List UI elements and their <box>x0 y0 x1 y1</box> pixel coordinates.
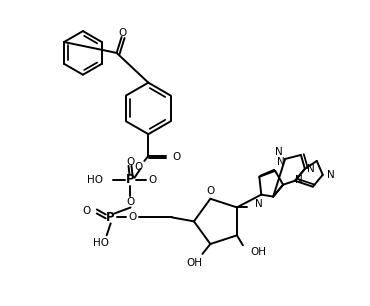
Text: O: O <box>172 152 180 162</box>
Text: P: P <box>106 211 115 224</box>
Text: N: N <box>277 157 285 167</box>
Text: N: N <box>295 175 303 185</box>
Text: N: N <box>327 170 334 180</box>
Text: O: O <box>127 157 135 167</box>
Text: OH: OH <box>251 247 267 257</box>
Text: N: N <box>255 199 263 209</box>
Text: HO: HO <box>87 175 103 185</box>
Text: O: O <box>148 175 157 185</box>
Text: HO: HO <box>93 238 109 248</box>
Text: O: O <box>128 212 137 222</box>
Text: O: O <box>118 28 127 38</box>
Text: O: O <box>134 162 142 172</box>
Text: O: O <box>206 186 215 196</box>
Text: OH: OH <box>186 258 202 268</box>
Text: O: O <box>83 207 91 216</box>
Text: N: N <box>275 147 283 157</box>
Text: O: O <box>127 196 135 207</box>
Text: P: P <box>126 173 135 186</box>
Text: N: N <box>307 164 314 174</box>
